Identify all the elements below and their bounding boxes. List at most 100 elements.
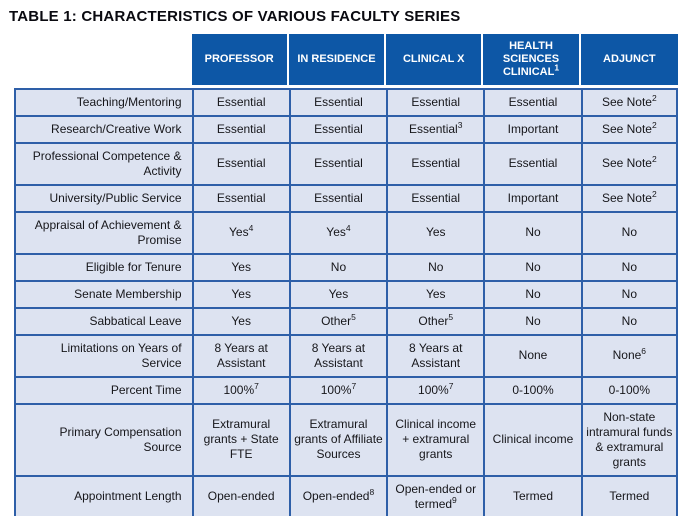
table-cell: 8 Years at Assistant — [386, 335, 484, 378]
footnote-marker: 1 — [554, 62, 560, 73]
cell-value: Important — [507, 121, 559, 136]
table-cell: Essential — [191, 116, 289, 144]
table-cell: Clinical income — [483, 404, 581, 477]
cell-value: Essential — [314, 94, 363, 109]
footnote-marker: 2 — [651, 92, 657, 103]
table-cell: No — [483, 308, 581, 336]
cell-value: No — [621, 313, 637, 328]
table-cell: 0-100% — [580, 377, 678, 405]
table-cell: Yes — [386, 212, 484, 255]
cell-value: See Note — [601, 156, 652, 171]
cell-value: Clinical income — [492, 432, 574, 447]
cell-value: See Note — [601, 121, 652, 136]
cell-value: No — [525, 259, 541, 274]
table-cell: See Note2 — [580, 87, 678, 117]
cell-value: Other — [418, 313, 449, 328]
table-cell: No — [580, 308, 678, 336]
column-header-adjunct: ADJUNCT — [580, 34, 678, 88]
cell-value: Yes — [231, 286, 251, 301]
cell-value: Yes — [425, 286, 446, 301]
table-cell: 100%7 — [288, 377, 387, 405]
footnote-marker: 2 — [651, 119, 657, 130]
table-row-senate-membership: Senate Membership Yes Yes Yes No No — [14, 281, 678, 309]
row-label: Percent Time — [14, 377, 192, 405]
header-row: PROFESSOR IN RESIDENCE CLINICAL X HEALTH SC… — [14, 34, 678, 88]
cell-value: Open-ended — [302, 489, 370, 504]
cell-value: See Note — [601, 190, 652, 205]
cell-value: Essential — [411, 156, 461, 171]
footnote-marker: 4 — [345, 223, 351, 234]
row-label: Professional Competence & Activity — [14, 143, 192, 186]
cell-value: Essential — [409, 121, 458, 136]
footnote-marker: 4 — [248, 223, 254, 234]
cell-value: Clinical income + extramural grants — [395, 417, 477, 462]
faculty-series-table: PROFESSOR IN RESIDENCE CLINICAL X HEALTH SC… — [14, 34, 678, 516]
footnote-marker: 6 — [641, 346, 647, 357]
table-cell: Essential — [386, 87, 484, 117]
table-cell: Essential3 — [386, 116, 484, 144]
table-cell: Essential — [483, 143, 581, 186]
cell-value: Yes — [326, 225, 346, 240]
table-cell: Open-ended8 — [288, 476, 387, 516]
table-cell: None6 — [580, 335, 678, 378]
table-cell: Open-ended — [191, 476, 289, 516]
cell-value: No — [621, 286, 637, 301]
cell-value: Yes — [425, 225, 446, 240]
table-cell: Essential — [386, 185, 484, 213]
cell-value: No — [621, 259, 637, 274]
cell-value: No — [330, 259, 347, 274]
cell-value: Yes — [231, 313, 251, 328]
table-cell: Essential — [288, 143, 387, 186]
column-header-in-residence: IN RESIDENCE — [288, 34, 387, 88]
table-cell: Termed — [483, 476, 581, 516]
table-cell: Essential — [288, 116, 387, 144]
table-cell: No — [483, 281, 581, 309]
column-header-professor: PROFESSOR — [191, 34, 289, 88]
cell-value: Open-ended or termed — [395, 481, 477, 511]
table-cell: 100%7 — [191, 377, 289, 405]
cell-value: No — [621, 225, 637, 240]
table-cell: No — [483, 212, 581, 255]
cell-value: No — [428, 259, 444, 274]
column-header-label: PROFESSOR — [204, 52, 274, 65]
cell-value: Other — [321, 313, 352, 328]
row-label: Research/Creative Work — [14, 116, 192, 144]
table-cell: Essential — [191, 143, 289, 186]
cell-value: No — [525, 286, 541, 301]
table-row-research-creative-work: Research/Creative Work Essential Essential… — [14, 116, 678, 144]
footnote-marker: 7 — [254, 380, 259, 391]
table-row-sabbatical-leave: Sabbatical Leave Yes Other5 Other5 No No — [14, 308, 678, 336]
table-cell: Yes — [191, 254, 289, 282]
footnote-marker: 2 — [651, 154, 657, 165]
table-cell: Yes — [386, 281, 484, 309]
table-row-teaching-mentoring: Teaching/Mentoring Essential Essential Esse… — [14, 87, 678, 117]
cell-value: 100% — [418, 382, 449, 397]
cell-value: Extramural grants of Affiliate Sources — [294, 417, 383, 462]
table-cell: Yes4 — [191, 212, 289, 255]
cell-value: Important — [507, 190, 559, 205]
row-label: Appraisal of Achievement & Promise — [14, 212, 192, 255]
row-label: Appointment Length — [14, 476, 192, 516]
footnote-marker: 9 — [452, 494, 457, 505]
row-label: University/Public Service — [14, 185, 192, 213]
table-cell: 8 Years at Assistant — [288, 335, 387, 378]
cell-value: None — [612, 348, 642, 363]
cell-value: No — [525, 313, 541, 328]
cell-value: Essential — [216, 190, 266, 205]
column-header-label: CLINICAL X — [402, 52, 465, 65]
cell-value: 0-100% — [512, 382, 554, 397]
table-cell: Other5 — [288, 308, 387, 336]
table-cell: Yes — [191, 281, 289, 309]
column-header-label: IN RESIDENCE — [297, 52, 376, 65]
cell-value: None — [518, 348, 548, 363]
row-label: Senate Membership — [14, 281, 192, 309]
table-cell: Essential — [288, 87, 387, 117]
footnote-marker: 7 — [351, 380, 357, 391]
cell-value: Essential — [216, 94, 266, 109]
table-cell: No — [580, 254, 678, 282]
cell-value: 8 Years at Assistant — [214, 340, 268, 370]
cell-value: Termed — [609, 489, 650, 504]
cell-value: See Note — [601, 94, 652, 109]
cell-value: Essential — [314, 156, 363, 171]
cell-value: Essential — [216, 121, 266, 136]
